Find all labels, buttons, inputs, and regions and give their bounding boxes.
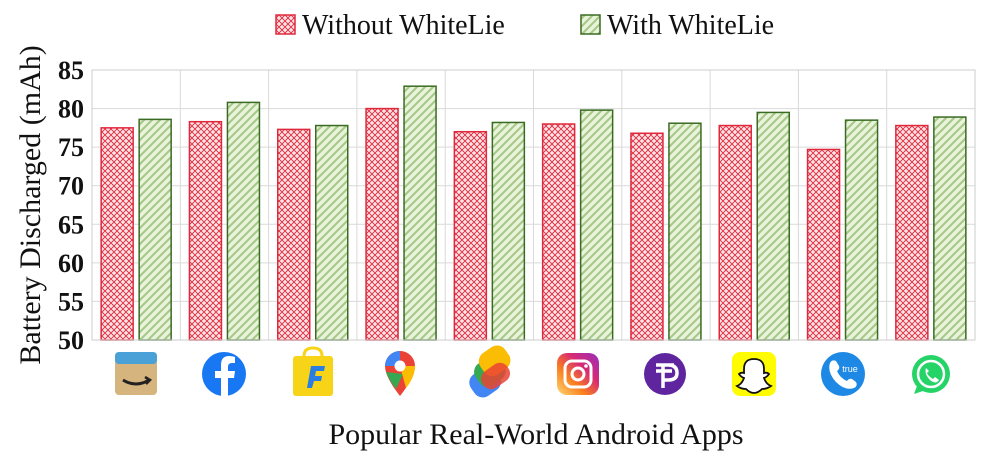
bar-without-whitelie-google-pay (453, 130, 488, 341)
bar-without-whitelie-facebook (188, 120, 223, 341)
bar-with-whitelie-instagram (579, 109, 614, 341)
bar-without-whitelie-google-maps (365, 107, 399, 341)
bar-without-whitelie-amazon (100, 127, 134, 341)
legend-label-without: Without WhiteLie (302, 10, 505, 41)
plot-frame (91, 69, 976, 341)
bar-with-whitelie-snapchat (756, 111, 790, 341)
legend: Without WhiteLie With WhiteLie (275, 10, 774, 41)
bar-without-whitelie-instagram (541, 123, 576, 341)
instagram-icon (557, 353, 599, 395)
bar-without-whitelie-whatsapp (895, 124, 929, 341)
bar-with-whitelie-facebook (226, 101, 261, 341)
amazon-icon (115, 352, 157, 395)
legend-swatch-with (580, 14, 601, 35)
truecaller-icon: true (821, 352, 865, 396)
y-tick-label: 60 (58, 249, 84, 278)
google-pay-icon (469, 345, 511, 398)
y-axis-title: Battery Discharged (mAh) (14, 45, 47, 364)
y-tick-label: 75 (58, 133, 84, 162)
y-tick-label: 70 (58, 172, 84, 201)
bars (100, 85, 967, 341)
google-maps-icon (385, 351, 415, 396)
whatsapp-icon (912, 355, 950, 394)
phonepe-icon (644, 353, 686, 395)
y-tick-label: 65 (58, 210, 84, 239)
bar-with-whitelie-truecaller (844, 119, 879, 341)
bar-without-whitelie-snapchat (718, 124, 752, 341)
bar-with-whitelie-google-pay (491, 121, 526, 341)
y-tick-label: 50 (58, 326, 84, 355)
facebook-icon (202, 352, 246, 396)
y-tick-label: 55 (58, 287, 84, 316)
bar-without-whitelie-flipkart (277, 128, 311, 341)
truecaller-icon-label: true (842, 364, 858, 374)
legend-label-with: With WhiteLie (607, 10, 774, 41)
bar-with-whitelie-phonepe (668, 122, 702, 341)
bar-with-whitelie-whatsapp (933, 116, 967, 341)
y-ticks: 50 55 60 65 70 75 80 85 (58, 56, 84, 355)
bar-with-whitelie-amazon (138, 118, 172, 341)
bar-without-whitelie-truecaller (806, 148, 841, 341)
gridlines (92, 69, 975, 341)
legend-swatch-without (275, 14, 296, 35)
bar-without-whitelie-phonepe (630, 132, 664, 341)
app-icons: true (115, 345, 950, 398)
x-axis-title: Popular Real-World Android Apps (328, 418, 743, 451)
bar-with-whitelie-flipkart (315, 124, 349, 341)
bar-with-whitelie-google-maps (403, 85, 437, 341)
y-tick-label: 85 (58, 56, 84, 85)
flipkart-icon (293, 346, 333, 396)
y-tick-label: 80 (58, 95, 84, 124)
snapchat-icon (732, 352, 776, 396)
